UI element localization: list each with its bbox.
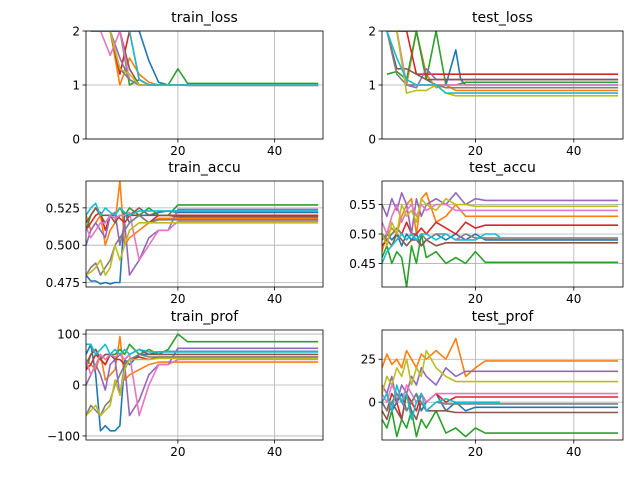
series-line-8 bbox=[86, 357, 319, 417]
series-group bbox=[382, 337, 619, 438]
x-tick-label: 40 bbox=[267, 292, 282, 306]
chart-title: train_prof bbox=[171, 309, 239, 325]
y-tick-label: 0.55 bbox=[349, 198, 376, 212]
axes-frame bbox=[381, 329, 624, 441]
series-line-3 bbox=[386, 31, 619, 75]
x-tick-label: 20 bbox=[170, 445, 185, 459]
y-tick-label: 0 bbox=[72, 379, 80, 393]
chart-title: train_accu bbox=[168, 160, 240, 176]
series-line-8 bbox=[382, 349, 619, 394]
x-tick-label: 20 bbox=[170, 292, 185, 306]
y-tick-label: 1 bbox=[72, 79, 80, 93]
x-tick-label: 20 bbox=[468, 445, 483, 459]
series-group bbox=[386, 31, 619, 97]
x-tick-label: 20 bbox=[468, 144, 483, 158]
series-group bbox=[382, 192, 619, 287]
x-tick-label: 40 bbox=[267, 445, 282, 459]
x-tick-label: 40 bbox=[566, 445, 581, 459]
series-line-1 bbox=[382, 337, 619, 378]
series-line-7 bbox=[386, 31, 619, 89]
series-line-8 bbox=[382, 197, 619, 247]
chart-panel-2: 20 40 0.475 0.500 0.525 train_accu bbox=[46, 160, 324, 306]
series-line-9 bbox=[386, 31, 619, 94]
series-line-9 bbox=[86, 343, 319, 356]
series-line-5 bbox=[386, 31, 619, 81]
series-line-5 bbox=[382, 392, 619, 421]
axes-frame bbox=[85, 180, 324, 288]
series-line-8 bbox=[386, 31, 619, 97]
series-line-1 bbox=[386, 31, 619, 92]
series-line-9 bbox=[382, 233, 501, 264]
y-tick-label: 0.525 bbox=[46, 201, 80, 215]
series-line-4 bbox=[382, 366, 619, 404]
x-tick-label: 40 bbox=[267, 144, 282, 158]
series-line-9 bbox=[382, 384, 500, 421]
series-line-2 bbox=[382, 233, 619, 287]
series-line-5 bbox=[382, 233, 619, 247]
series-line-4 bbox=[86, 208, 319, 276]
y-tick-label: 25 bbox=[361, 353, 376, 367]
chart-title: train_loss bbox=[171, 10, 238, 26]
y-tick-label: 0.50 bbox=[349, 228, 376, 242]
chart-panel-0: 20 40 0 1 2 train_loss bbox=[72, 10, 324, 158]
y-tick-label: 100 bbox=[57, 328, 80, 342]
series-line-7 bbox=[86, 214, 319, 276]
y-tick-label: 0 bbox=[368, 133, 376, 147]
y-tick-label: 0 bbox=[368, 396, 376, 410]
x-tick-label: 20 bbox=[170, 144, 185, 158]
x-tick-label: 40 bbox=[566, 292, 581, 306]
chart-title: test_prof bbox=[472, 309, 535, 325]
series-line-9 bbox=[90, 31, 319, 86]
y-tick-label: −100 bbox=[47, 429, 80, 443]
y-tick-label: 0.475 bbox=[46, 276, 80, 290]
series-line-9 bbox=[86, 202, 319, 217]
series-line-6 bbox=[86, 211, 319, 261]
chart-panel-3: 20 40 0.45 0.50 0.55 test_accu bbox=[349, 160, 624, 306]
y-tick-label: 1 bbox=[368, 79, 376, 93]
chart-title: test_loss bbox=[472, 10, 533, 26]
chart-title: test_accu bbox=[469, 160, 536, 176]
series-line-6 bbox=[90, 31, 319, 86]
chart-panel-4: 20 40 −100 0 100 train_prof bbox=[47, 309, 324, 459]
series-group bbox=[86, 333, 319, 432]
chart-panel-1: 20 40 0 1 2 test_loss bbox=[368, 10, 624, 158]
y-tick-label: 0.500 bbox=[46, 239, 80, 253]
y-tick-label: 2 bbox=[368, 25, 376, 39]
series-line-6 bbox=[86, 353, 319, 417]
series-line-8 bbox=[86, 222, 319, 276]
y-tick-label: 0 bbox=[72, 133, 80, 147]
y-tick-label: 0.45 bbox=[349, 257, 376, 271]
series-group bbox=[86, 181, 319, 285]
series-line-4 bbox=[86, 347, 319, 417]
chart-panel-5: 20 40 0 25 test_prof bbox=[361, 309, 624, 459]
y-tick-label: 2 bbox=[72, 25, 80, 39]
series-line-2 bbox=[382, 409, 619, 438]
series-group bbox=[90, 31, 319, 87]
x-tick-label: 40 bbox=[566, 144, 581, 158]
x-tick-label: 20 bbox=[468, 292, 483, 306]
